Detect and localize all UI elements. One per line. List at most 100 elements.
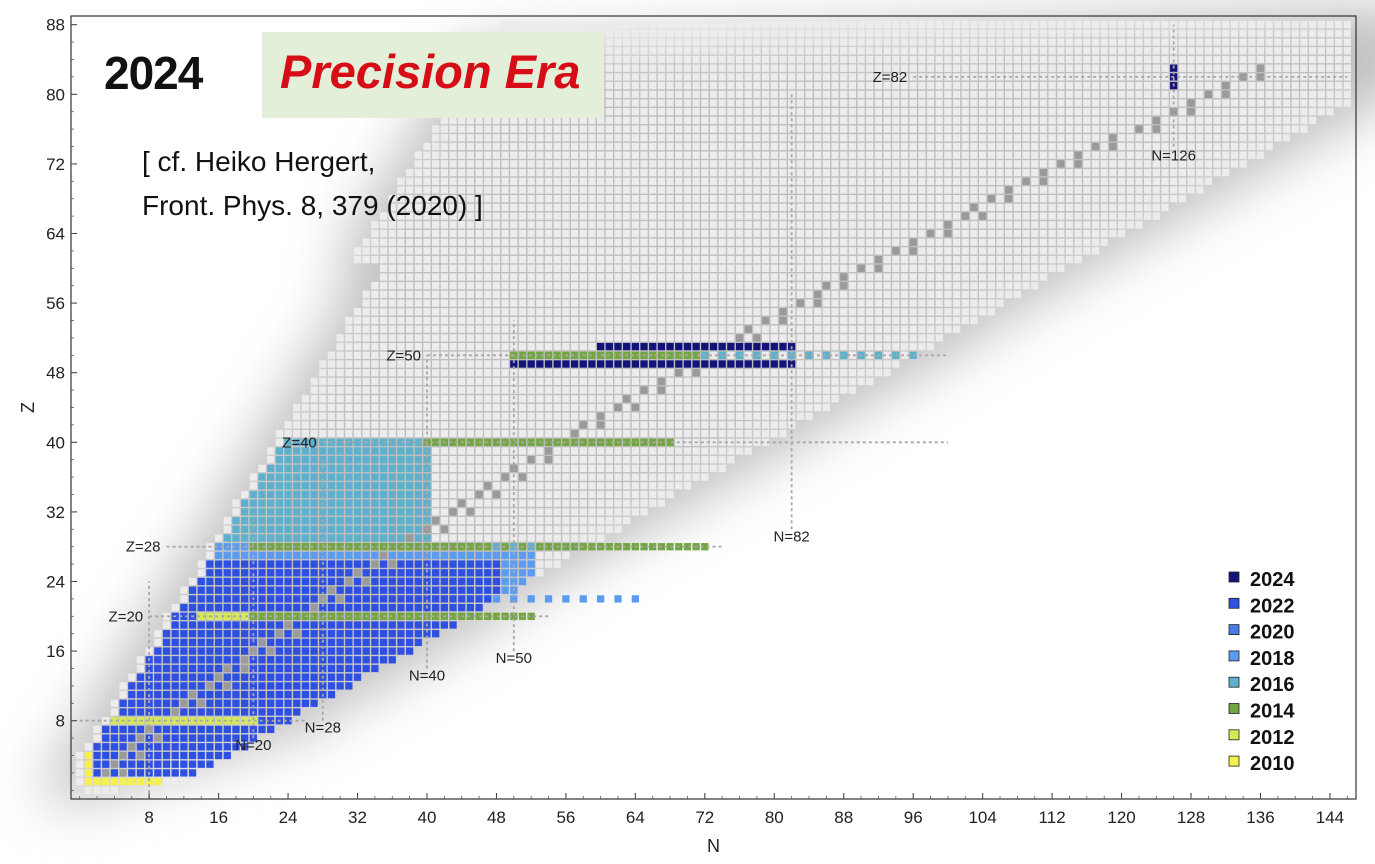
nuclide-cell — [961, 168, 969, 177]
nuclide-cell — [180, 751, 188, 760]
nuclide-cell — [874, 73, 883, 81]
nuclide-cell — [484, 543, 492, 551]
nuclide-cell — [926, 64, 935, 72]
nuclide-cell — [970, 125, 978, 133]
nuclide-cell — [440, 151, 448, 159]
nuclide-cell — [241, 656, 249, 664]
nuclide-cell — [814, 160, 822, 168]
nuclide-cell — [631, 473, 639, 481]
nuclide-cell — [379, 412, 388, 420]
nuclide-cell — [562, 482, 570, 490]
nuclide-cell — [527, 177, 535, 185]
nuclide-cell — [241, 725, 249, 734]
nuclide-cell — [744, 429, 752, 438]
nuclide-cell — [544, 543, 553, 551]
nuclide-cell — [857, 108, 865, 116]
nuclide-cell — [692, 282, 700, 290]
nuclide-cell — [657, 195, 666, 203]
nuclide-cell — [492, 160, 501, 168]
nuclide-cell — [501, 508, 509, 516]
nuclide-cell — [1204, 168, 1213, 177]
nuclide-cell — [900, 142, 909, 151]
nuclide-cell — [562, 273, 570, 281]
nuclide-cell — [527, 264, 535, 272]
nuclide-cell — [944, 290, 952, 299]
nuclide-cell — [1005, 203, 1013, 212]
nuclide-cell — [527, 360, 535, 368]
nuclide-cell — [814, 395, 822, 403]
nuclide-cell — [1170, 125, 1178, 133]
nuclide-cell — [319, 403, 327, 412]
nuclide-cell — [1013, 255, 1022, 264]
nuclide-cell — [857, 203, 865, 212]
nuclide-cell — [987, 273, 995, 281]
nuclide-cell — [336, 525, 344, 533]
nuclide-cell — [874, 108, 883, 116]
nuclide-cell — [466, 238, 475, 246]
nuclide-cell — [232, 682, 240, 690]
nuclide-cell — [588, 360, 596, 368]
nuclide-cell — [197, 621, 205, 629]
nuclide-cell — [770, 229, 778, 238]
nuclide-cell — [709, 81, 718, 90]
nuclide-cell — [336, 569, 344, 577]
nuclide-cell — [492, 351, 501, 359]
nuclide-cell — [388, 342, 396, 351]
nuclide-cell — [649, 290, 657, 299]
nuclide-cell — [362, 403, 370, 412]
nuclide-cell — [1031, 282, 1039, 290]
nuclide-cell — [267, 482, 275, 490]
nuclide-cell — [735, 108, 744, 116]
nuclide-cell — [1013, 212, 1022, 220]
nuclide-cell — [1248, 90, 1256, 98]
nuclide-cell — [666, 151, 674, 159]
nuclide-cell — [1109, 125, 1117, 133]
nuclide-cell — [1022, 247, 1030, 255]
nuclide-cell — [379, 221, 388, 229]
nuclide-cell — [1065, 212, 1074, 220]
nuclide-cell — [666, 299, 674, 307]
nuclide-cell — [353, 482, 362, 490]
nuclide-cell — [405, 238, 414, 246]
nuclide-cell — [536, 221, 544, 229]
nuclide-cell — [857, 125, 865, 133]
nuclide-cell — [657, 447, 666, 455]
nuclide-cell — [779, 334, 787, 342]
nuclide-cell — [848, 282, 857, 290]
nuclide-cell — [345, 577, 353, 586]
nuclide-cell — [900, 308, 909, 316]
nuclide-cell — [805, 81, 813, 90]
nuclide-cell — [458, 456, 466, 464]
nuclide-cell — [197, 743, 205, 751]
nuclide-cell — [961, 90, 969, 98]
nuclide-cell — [423, 325, 431, 333]
nuclide-cell — [961, 81, 969, 90]
nuclide-cell — [979, 221, 987, 229]
nuclide-cell — [510, 142, 518, 151]
nuclide-cell — [1013, 282, 1022, 290]
nuclide-cell — [518, 177, 527, 185]
nuclide-cell — [579, 238, 587, 246]
nuclide-cell — [345, 403, 353, 412]
nuclide-cell — [449, 456, 457, 464]
nuclide-cell — [362, 482, 370, 490]
nuclide-cell — [449, 369, 457, 377]
nuclide-cell — [683, 334, 692, 342]
nuclide-cell — [553, 456, 561, 464]
nuclide-cell — [666, 438, 674, 446]
nuclide-cell — [640, 134, 648, 142]
nuclide-cell — [553, 429, 561, 438]
nuclide-cell — [1274, 99, 1282, 107]
nuclide-cell — [701, 73, 709, 81]
nuclide-cell — [206, 682, 214, 690]
nuclide-cell — [327, 551, 336, 560]
nuclide-cell — [727, 221, 735, 229]
nuclide-cell — [301, 508, 310, 516]
nuclide-cell — [1057, 81, 1065, 90]
nuclide-cell — [371, 586, 379, 594]
nuclide-cell — [631, 351, 639, 359]
nuclide-cell — [1039, 255, 1048, 264]
nuclide-cell — [293, 690, 301, 699]
nuclide-cell — [267, 569, 275, 577]
nuclide-cell — [822, 351, 831, 359]
